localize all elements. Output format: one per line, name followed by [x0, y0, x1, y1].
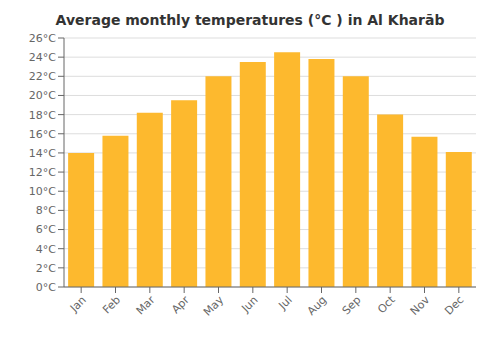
svg-text:10°C: 10°C — [29, 185, 56, 198]
svg-text:12°C: 12°C — [29, 166, 56, 179]
svg-text:16°C: 16°C — [29, 128, 56, 141]
svg-text:24°C: 24°C — [29, 51, 56, 64]
svg-text:2°C: 2°C — [36, 262, 56, 275]
svg-text:Sep: Sep — [340, 293, 364, 317]
svg-text:14°C: 14°C — [29, 147, 56, 160]
svg-text:8°C: 8°C — [36, 204, 56, 217]
svg-text:6°C: 6°C — [36, 223, 56, 236]
svg-text:May: May — [201, 293, 227, 319]
html-text:Average monthly temperatures (: Average monthly temperatures (°C ) in Al… — [55, 12, 445, 28]
svg-text:Jan: Jan — [67, 293, 89, 315]
svg-text:Dec: Dec — [442, 293, 466, 317]
svg-text:Jun: Jun — [238, 293, 260, 315]
svg-text:Feb: Feb — [100, 293, 123, 316]
svg-text:Nov: Nov — [408, 293, 433, 318]
svg-text:Mar: Mar — [134, 293, 158, 317]
svg-text:20°C: 20°C — [29, 89, 56, 102]
svg-text:Oct: Oct — [375, 293, 398, 316]
svg-text:22°C: 22°C — [29, 70, 56, 83]
svg-text:0°C: 0°C — [36, 281, 56, 294]
svg-text:18°C: 18°C — [29, 109, 56, 122]
svg-text:4°C: 4°C — [36, 243, 56, 256]
svg-text:Apr: Apr — [169, 293, 192, 316]
svg-text:Aug: Aug — [305, 293, 329, 317]
svg-text:26°C: 26°C — [29, 32, 56, 45]
svg-text:Jul: Jul — [276, 293, 295, 312]
